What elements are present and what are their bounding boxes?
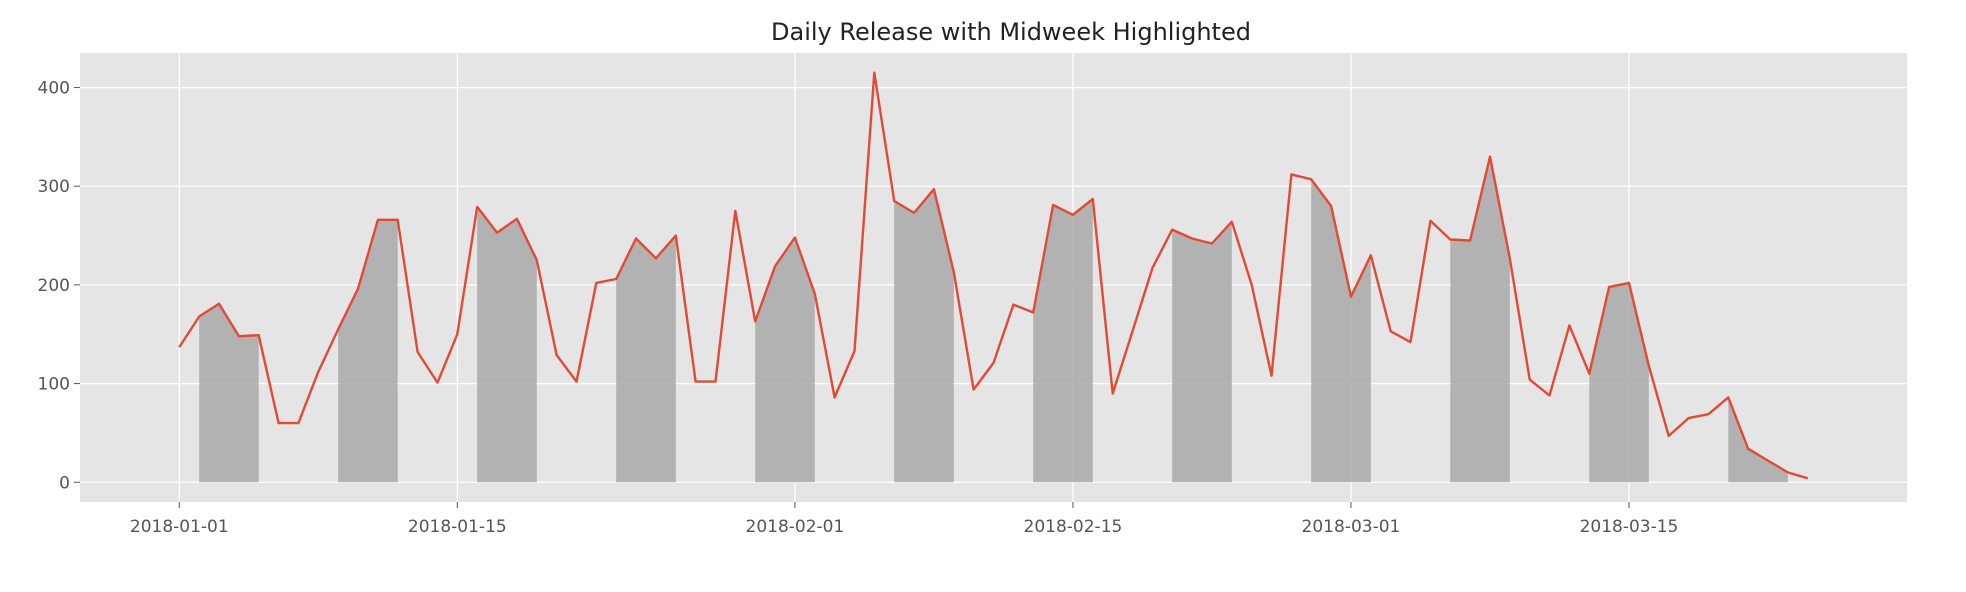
midweek-highlight-area: [894, 189, 954, 483]
x-axis-ticks: 2018-01-01 2018-01-15 2018-02-01 2018-02-15…: [130, 502, 1678, 537]
x-tick-label: 2018-02-15: [1024, 517, 1123, 537]
midweek-highlight-area: [1728, 397, 1788, 483]
y-tick-label: 100: [38, 375, 70, 395]
y-tick-label: 300: [38, 177, 70, 197]
midweek-highlight-area: [1450, 156, 1510, 483]
midweek-highlights: [199, 156, 1788, 483]
midweek-highlight-area: [477, 206, 537, 483]
midweek-highlight-area: [755, 237, 815, 483]
series-line: [178, 71, 1809, 480]
midweek-highlight-area: [616, 235, 676, 483]
chart-title: Daily Release with Midweek Highlighted: [771, 18, 1251, 46]
series-line-group: [178, 71, 1809, 480]
midweek-highlight-area: [1589, 282, 1649, 483]
midweek-highlight-area: [199, 303, 259, 483]
midweek-highlight-area: [338, 219, 398, 483]
y-tick-label: 200: [38, 276, 70, 296]
y-tick-label: 0: [59, 473, 70, 493]
y-tick-label: 400: [38, 79, 70, 99]
midweek-highlight-area: [1033, 199, 1093, 483]
midweek-highlight-area: [1172, 221, 1232, 483]
midweek-highlight-area: [1311, 179, 1371, 483]
x-tick-label: 2018-03-01: [1302, 517, 1401, 537]
x-tick-label: 2018-01-01: [130, 517, 229, 537]
y-axis-ticks: 0 100 200 300 400: [38, 79, 80, 493]
x-tick-label: 2018-03-15: [1580, 517, 1679, 537]
x-tick-label: 2018-01-15: [408, 517, 507, 537]
x-tick-label: 2018-02-01: [746, 517, 845, 537]
